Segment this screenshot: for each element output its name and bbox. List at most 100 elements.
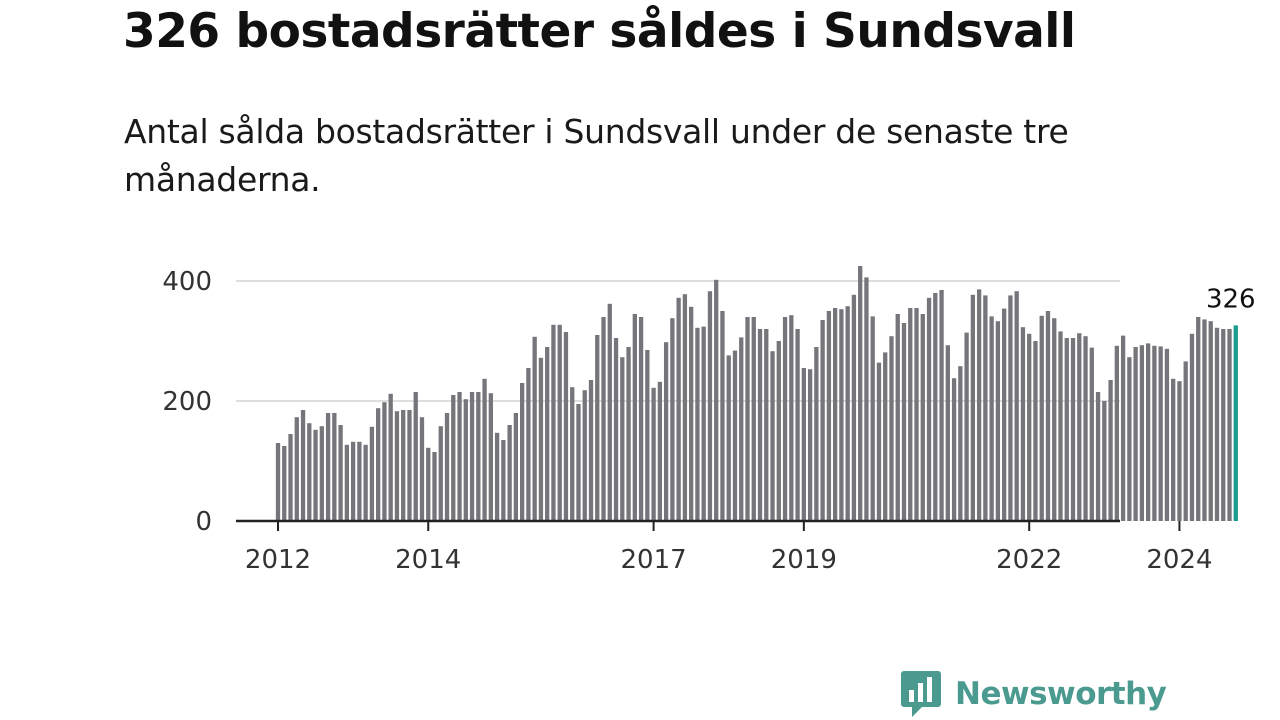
y-tick-label-400: 400	[162, 267, 212, 297]
bar	[275, 443, 281, 521]
bar	[826, 311, 832, 521]
bar	[701, 326, 706, 521]
bar	[1127, 357, 1132, 521]
y-tick-label-0: 0	[195, 507, 212, 537]
bar	[1095, 392, 1101, 521]
bar	[663, 342, 669, 521]
bar	[745, 317, 750, 521]
bar	[670, 318, 675, 521]
bar	[707, 291, 713, 521]
bar	[582, 390, 587, 521]
bar	[1058, 331, 1063, 521]
bar	[695, 327, 700, 521]
bar	[645, 350, 650, 521]
bar	[576, 404, 581, 521]
x-tick-label-2019: 2019	[771, 545, 837, 575]
bar	[1089, 347, 1094, 521]
page-subtitle: Antal sålda bostadsrätter i Sundsvall un…	[124, 112, 1069, 199]
bar	[469, 392, 475, 521]
bar	[1183, 361, 1188, 521]
bar	[970, 294, 976, 521]
bar	[1020, 327, 1026, 521]
bar	[1227, 329, 1232, 521]
bar	[538, 357, 544, 521]
bar	[1064, 338, 1069, 521]
bar	[1208, 321, 1213, 521]
bar	[300, 410, 306, 521]
bar	[426, 447, 431, 521]
bar	[1145, 343, 1151, 521]
bar	[551, 324, 556, 521]
bar-chart-speech-bubble-icon	[901, 671, 941, 717]
bar	[726, 355, 731, 521]
bar	[1052, 318, 1057, 521]
bar	[770, 351, 775, 521]
bar	[795, 329, 800, 521]
bar	[926, 297, 932, 521]
bar	[682, 294, 688, 521]
bar	[1014, 291, 1019, 521]
bar	[494, 432, 500, 521]
bar	[588, 380, 594, 521]
x-tick-label-2012: 2012	[245, 545, 311, 575]
bar	[1108, 380, 1113, 521]
bar	[1196, 317, 1201, 521]
bar	[845, 306, 850, 521]
bar	[444, 413, 450, 521]
bar	[1214, 327, 1220, 521]
bar	[864, 277, 869, 521]
bar	[789, 315, 794, 521]
bar	[1189, 333, 1195, 521]
bar	[933, 293, 938, 521]
bar	[908, 308, 913, 521]
bar	[1070, 338, 1076, 521]
bar	[858, 266, 863, 521]
axes	[236, 519, 1181, 531]
bar	[1045, 311, 1051, 521]
bar	[307, 423, 312, 521]
bar	[388, 393, 393, 521]
bar	[1039, 315, 1044, 521]
bar	[976, 289, 982, 521]
bar	[482, 378, 487, 521]
bar	[839, 309, 844, 521]
bar	[363, 444, 368, 521]
bar-latest	[1233, 325, 1238, 521]
bar	[964, 332, 969, 521]
bar	[376, 408, 381, 521]
bar	[1221, 329, 1226, 521]
bar	[876, 362, 882, 521]
bar	[313, 429, 318, 521]
bar	[488, 393, 493, 521]
bar	[1027, 333, 1032, 521]
bar	[651, 387, 656, 521]
labels: 0 200 400 2012 2014 2017 2019 2022 2024 326	[162, 267, 1255, 575]
bar	[1077, 333, 1082, 521]
bar	[1202, 319, 1207, 521]
bar	[325, 413, 331, 521]
x-tick-label-2022: 2022	[996, 545, 1062, 575]
bar	[332, 413, 337, 521]
bar	[851, 294, 857, 521]
bar	[1171, 378, 1176, 521]
bar	[1139, 345, 1145, 521]
bar	[801, 368, 806, 521]
bar	[751, 317, 756, 521]
bar	[945, 345, 950, 521]
bar	[889, 336, 894, 521]
bar	[632, 314, 637, 521]
bar	[401, 410, 406, 521]
bar	[282, 446, 287, 521]
bar	[620, 357, 625, 521]
bar	[570, 387, 575, 521]
bar	[914, 308, 919, 521]
latest-value-label: 326	[1206, 284, 1256, 314]
x-tick-label-2017: 2017	[621, 545, 687, 575]
bar	[319, 426, 324, 521]
bar	[382, 402, 387, 521]
bar	[626, 347, 631, 521]
newsworthy-logo: Newsworthy	[900, 668, 1167, 720]
bar	[720, 311, 725, 521]
bar	[989, 316, 994, 521]
bar	[820, 320, 825, 521]
